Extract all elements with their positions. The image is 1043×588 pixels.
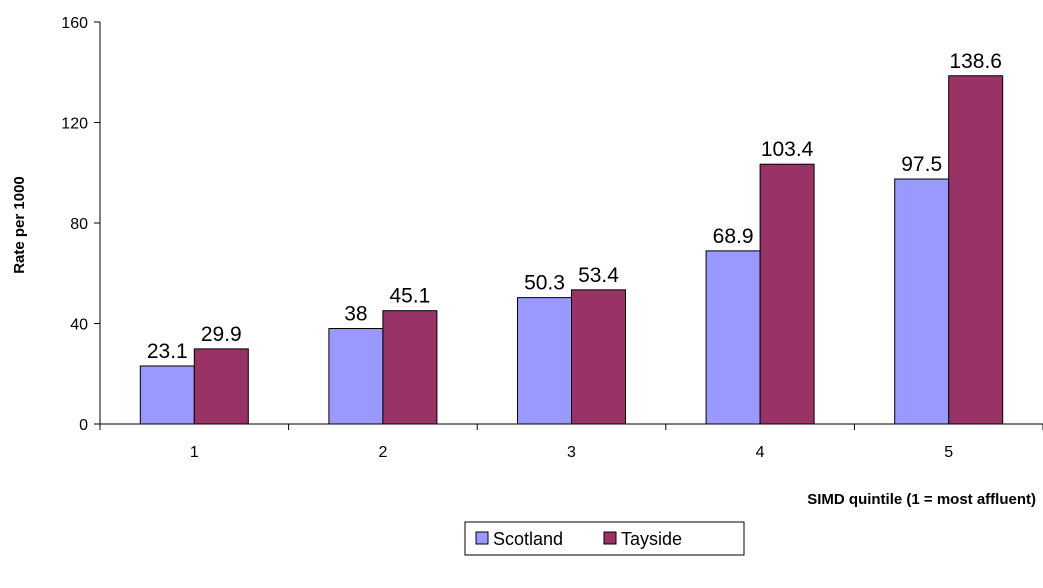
y-tick-label-160: 160 [61, 15, 88, 32]
x-axis-title: SIMD quintile (1 = most affluent) [807, 491, 1036, 508]
bar-scotland-2 [328, 328, 384, 425]
data-label-scotland-2: 38 [344, 303, 367, 326]
legend-label-scotland: Scotland [493, 529, 563, 549]
data-label-tayside-4: 103.4 [761, 138, 814, 161]
bar-scotland-1 [139, 365, 195, 425]
labels-layer: 23.1 29.9 38 45.1 50.3 53.4 68.9 103.4 97.5 138.6 [147, 50, 1002, 363]
data-label-tayside-3: 53.4 [578, 264, 619, 287]
bar-tayside-1 [193, 348, 249, 425]
data-label-scotland-4: 68.9 [713, 225, 754, 248]
y-tick-label-0: 0 [79, 417, 88, 434]
y-tick-label-120: 120 [61, 116, 88, 133]
data-label-tayside-5: 138.6 [949, 50, 1002, 73]
bar-tayside-2 [382, 310, 438, 425]
bars-layer [139, 75, 1004, 425]
legend: Scotland Tayside [464, 521, 745, 556]
bar-tayside-5 [948, 75, 1004, 425]
x-tick-label-2: 2 [378, 444, 387, 461]
x-tick-label-1: 1 [190, 444, 199, 461]
axes-layer: 0 40 80 120 160 1 2 3 4 5 [61, 15, 1043, 461]
legend-label-tayside: Tayside [621, 529, 682, 549]
y-tick-label-40: 40 [70, 317, 88, 334]
data-label-tayside-1: 29.9 [201, 323, 242, 346]
bar-scotland-5 [894, 178, 950, 425]
bar-scotland-3 [517, 297, 572, 425]
bar-scotland-4 [705, 250, 761, 425]
x-tick-label-5: 5 [944, 444, 953, 461]
data-label-scotland-5: 97.5 [901, 153, 942, 176]
x-tick-label-3: 3 [567, 444, 576, 461]
bar-tayside-4 [759, 163, 815, 425]
data-label-scotland-1: 23.1 [147, 340, 188, 363]
legend-swatch-tayside [603, 531, 617, 545]
x-tick-label-4: 4 [756, 444, 765, 461]
bar-tayside-3 [571, 289, 626, 425]
y-tick-label-80: 80 [70, 216, 88, 233]
legend-swatch-scotland [475, 531, 489, 545]
y-axis-title: Rate per 1000 [11, 176, 28, 274]
data-label-tayside-2: 45.1 [389, 285, 430, 308]
data-label-scotland-3: 50.3 [524, 272, 565, 295]
